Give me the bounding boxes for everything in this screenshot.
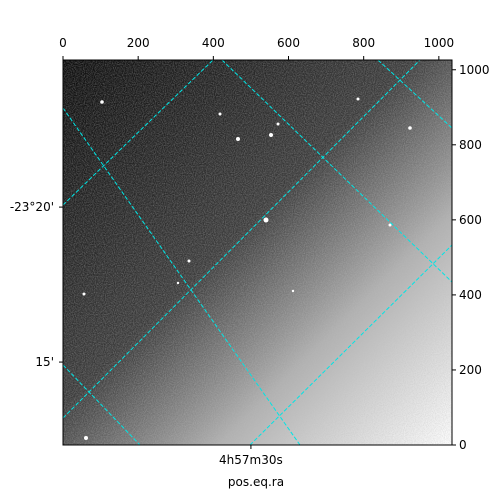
x-tick-label: 200	[127, 36, 150, 50]
x-axis-label: pos.eq.ra	[228, 475, 284, 489]
y-tick-label: 0	[459, 438, 467, 452]
y-tick-label: 600	[459, 213, 482, 227]
left-tick-label: -23°20'	[10, 200, 54, 214]
bottom-tick-label: 4h57m30s	[219, 453, 283, 467]
y-tick-label: 800	[459, 138, 482, 152]
x-tick-label: 400	[202, 36, 225, 50]
left-tick-label: 15'	[35, 355, 54, 369]
y-tick-label: 1000	[459, 63, 490, 77]
stars	[82, 97, 412, 440]
x-tick-label: 600	[277, 36, 300, 50]
y-tick-label: 400	[459, 288, 482, 302]
x-tick-label: 1000	[424, 36, 455, 50]
sky-image	[63, 60, 452, 445]
y-tick-label: 200	[459, 363, 482, 377]
x-tick-label: 0	[59, 36, 67, 50]
x-tick-label: 800	[352, 36, 375, 50]
axes-frame	[62, 59, 453, 446]
coordinate-grid	[63, 60, 452, 445]
